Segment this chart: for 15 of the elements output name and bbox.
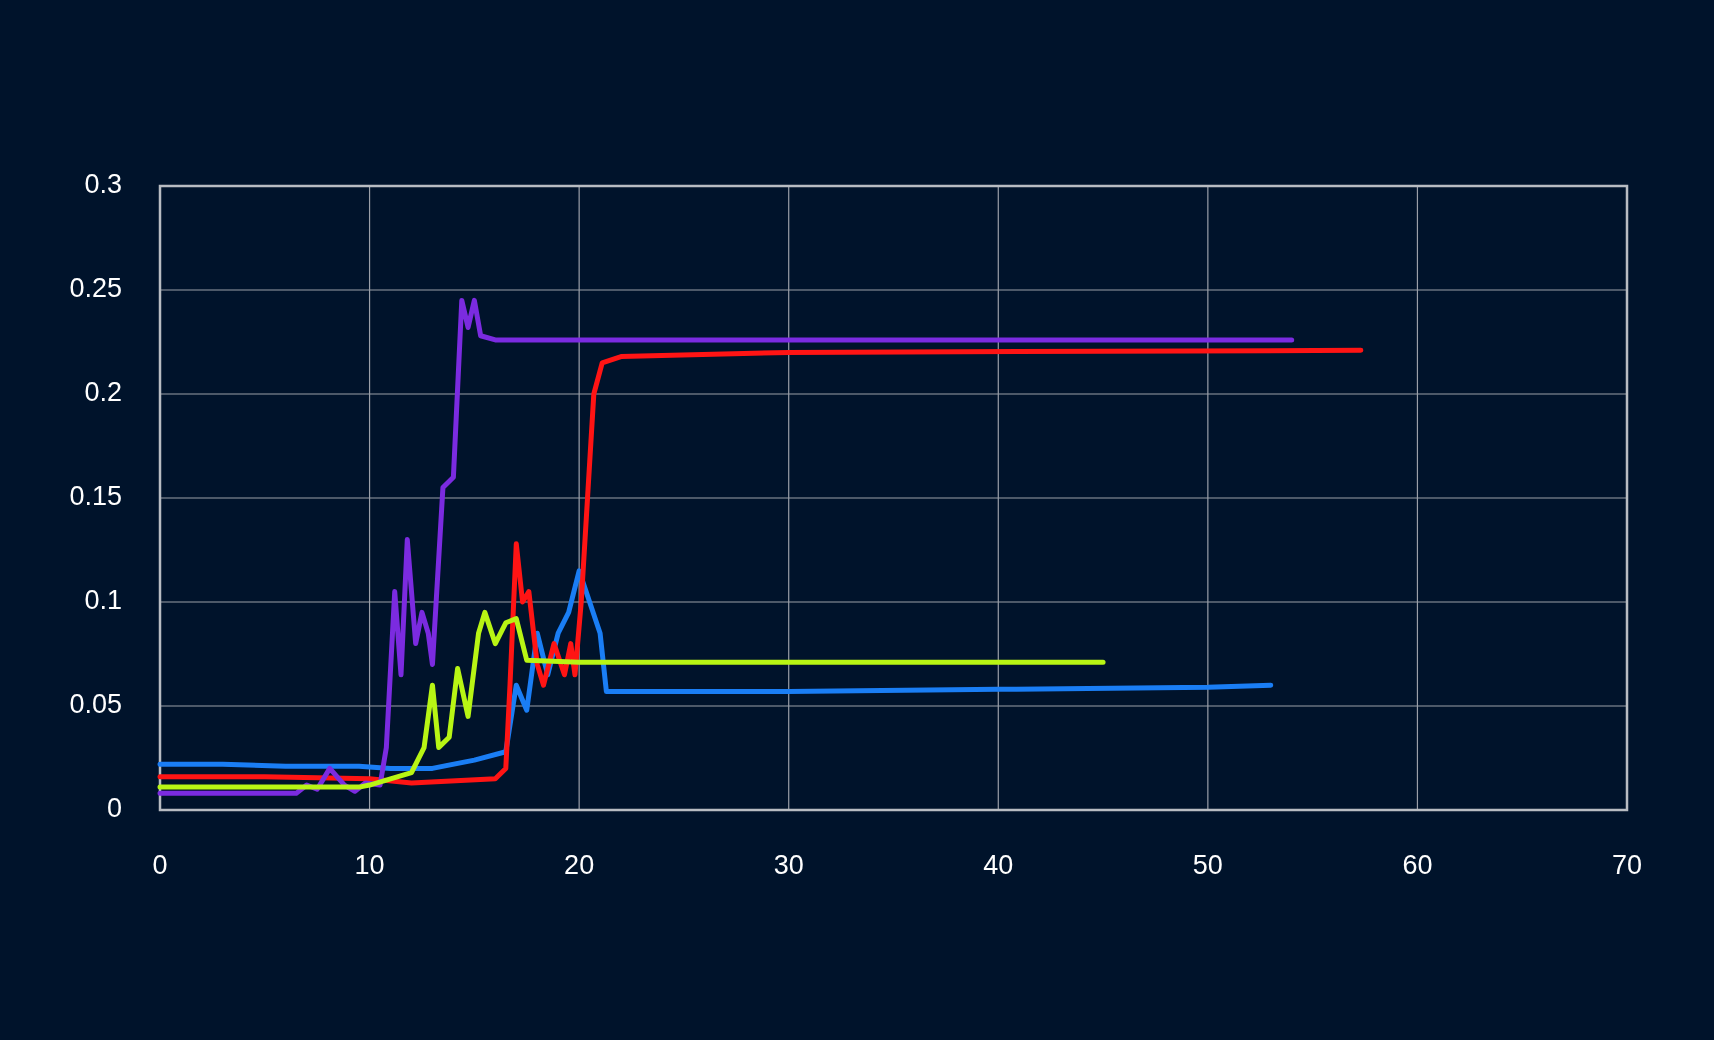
y-tick-label: 0.1 <box>84 585 122 616</box>
y-tick-label: 0.2 <box>84 377 122 408</box>
y-tick-label: 0.3 <box>84 169 122 200</box>
x-tick-label: 40 <box>983 850 1014 881</box>
x-tick-label: 0 <box>152 850 168 881</box>
x-tick-label: 50 <box>1192 850 1223 881</box>
y-tick-label: 0.05 <box>69 689 122 720</box>
x-tick-label: 10 <box>354 850 385 881</box>
x-tick-label: 20 <box>564 850 595 881</box>
y-tick-label: 0.25 <box>69 273 122 304</box>
x-tick-label: 30 <box>773 850 804 881</box>
x-tick-label: 60 <box>1402 850 1433 881</box>
y-tick-label: 0.15 <box>69 481 122 512</box>
x-tick-label: 70 <box>1611 850 1643 881</box>
y-tick-label: 0 <box>106 793 122 824</box>
